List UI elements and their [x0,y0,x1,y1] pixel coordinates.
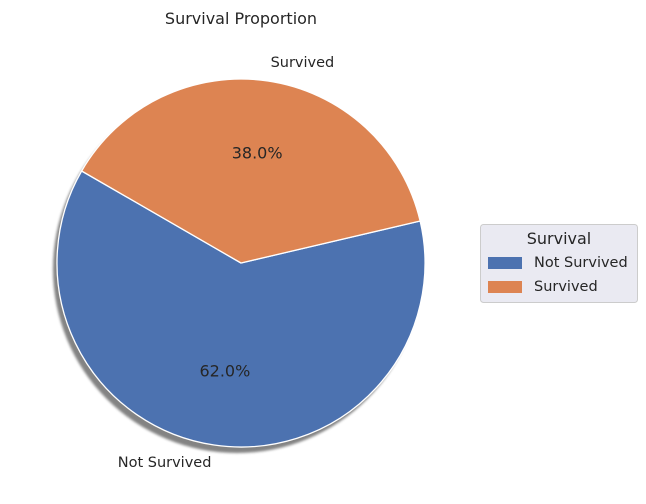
pct-label-survived: 38.0% [232,143,283,162]
legend-swatch-not-survived [488,257,522,269]
pie-slices [56,78,426,448]
pie-labels: 62.0% Not Survived 38.0% Survived [118,55,334,471]
legend-swatch-survived [488,281,522,293]
pie-slice-survived [81,78,421,264]
legend: Survival Not Survived Survived [480,224,638,303]
legend-label-not-survived: Not Survived [534,255,628,271]
legend-items: Not Survived Survived [488,255,628,295]
pie-slice-not-survived [56,170,426,448]
legend-title: Survival [527,229,592,248]
slice-label-survived: Survived [271,55,335,71]
pct-label-not-survived: 62.0% [199,362,250,381]
slice-label-not-survived: Not Survived [118,455,212,471]
chart-title: Survival Proportion [165,9,317,28]
legend-label-survived: Survived [534,279,598,295]
